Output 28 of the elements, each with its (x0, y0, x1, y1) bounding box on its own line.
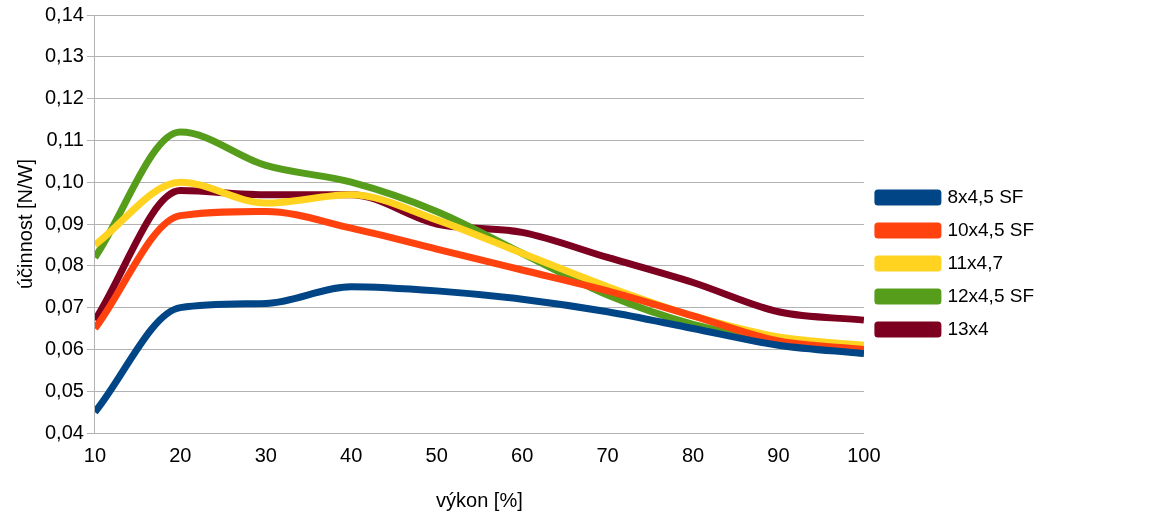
legend-label: 13x4 (947, 317, 990, 339)
x-tick-label: 10 (83, 443, 107, 466)
x-tick-label: 20 (169, 443, 192, 466)
legend-label: 12x4,5 SF (947, 284, 1035, 306)
x-axis-title: výkon [%] (436, 488, 523, 511)
x-tick-label: 60 (511, 443, 534, 466)
y-tick-label: 0,09 (44, 211, 84, 234)
y-tick-label: 0,14 (44, 2, 84, 25)
y-tick-label: 0,06 (44, 336, 84, 359)
x-tick-label: 90 (767, 443, 790, 466)
x-tick-label: 70 (596, 443, 619, 466)
x-tick-label: 100 (847, 443, 881, 466)
x-tick-label: 30 (254, 443, 277, 466)
y-tick-label: 0,04 (44, 420, 84, 443)
legend-label: 8x4,5 SF (947, 185, 1024, 207)
x-tick-label: 80 (681, 443, 705, 466)
y-tick-label: 0,11 (46, 127, 84, 150)
y-tick-label: 0,10 (44, 169, 84, 192)
y-tick-label: 0,07 (44, 295, 84, 318)
y-tick-label: 0,08 (44, 253, 84, 276)
x-tick-label: 40 (340, 443, 363, 466)
y-tick-label: 0,05 (44, 378, 84, 401)
x-tick-label: 50 (425, 443, 448, 466)
legend-label: 10x4,5 SF (947, 218, 1035, 240)
y-tick-label: 0,12 (44, 86, 84, 109)
y-tick-label: 0,13 (44, 44, 84, 67)
y-axis-title: účinnost [N/W] (13, 158, 36, 290)
legend-label: 11x4,7 (947, 251, 1004, 273)
